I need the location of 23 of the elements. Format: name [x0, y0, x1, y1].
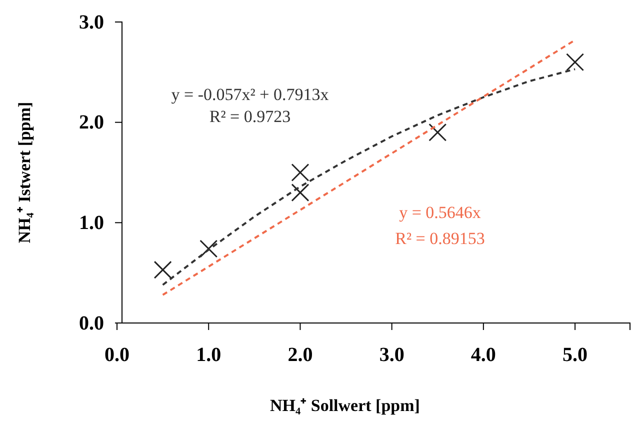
x-tick-label: 0.0	[104, 344, 130, 366]
x-tick-label: 4.0	[470, 344, 496, 366]
point	[154, 260, 172, 279]
annotation: y = 0.5646x	[399, 203, 482, 222]
point	[428, 123, 447, 142]
point	[291, 184, 310, 202]
annotation: y = -0.057x² + 0.7913x	[171, 85, 330, 104]
point	[291, 163, 310, 182]
point	[566, 53, 584, 72]
annotation: R² = 0.9723	[209, 107, 291, 126]
line-series	[162, 68, 576, 286]
y-axis-title: NH₄⁺ Istwert [ppm]	[15, 102, 34, 244]
x-tick-label: 1.0	[196, 344, 222, 366]
y-tick-label: 1.0	[79, 212, 104, 234]
y-tick-label: 3.0	[79, 11, 104, 34]
x-tick-label: 5.0	[562, 344, 588, 366]
x-axis-title: NH₄⁺ Sollwert [ppm]	[270, 396, 420, 415]
x-tick-label: 2.0	[288, 344, 313, 366]
annotation: R² = 0.89153	[395, 229, 485, 248]
y-tick-label: 0.0	[79, 312, 104, 334]
point	[200, 240, 218, 258]
x-tick-label: 3.0	[379, 344, 404, 366]
y-tick-label: 2.0	[79, 112, 104, 134]
